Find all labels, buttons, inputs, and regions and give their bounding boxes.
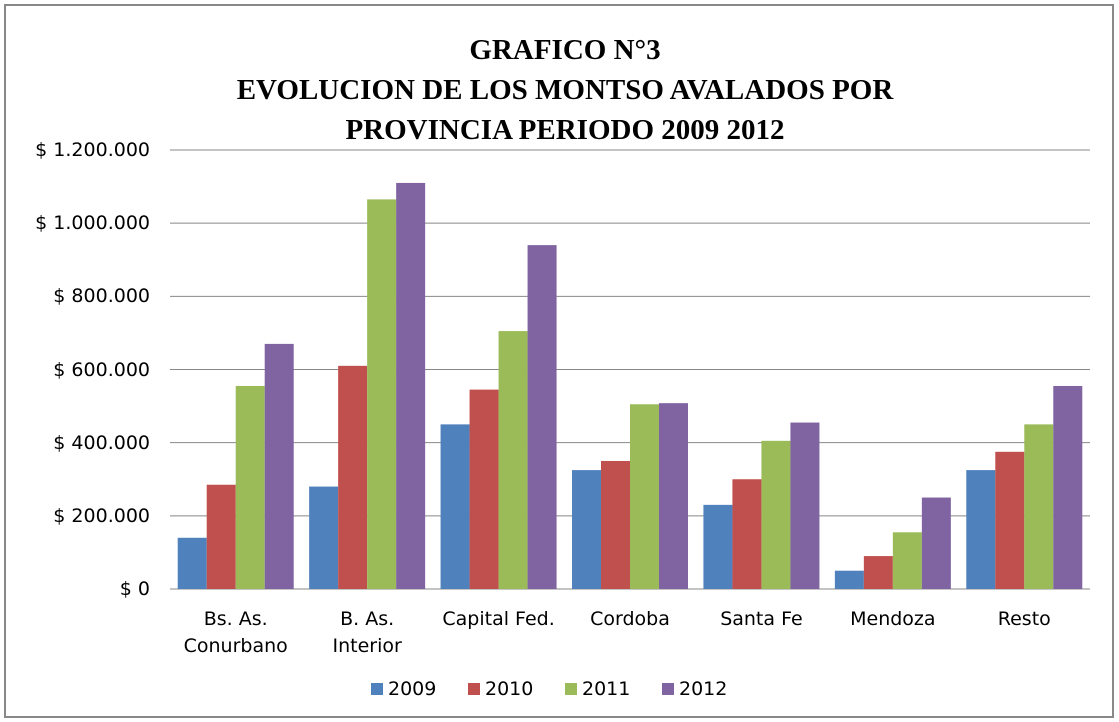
bar — [732, 479, 762, 589]
bar — [834, 570, 864, 589]
bar — [338, 365, 368, 589]
bar — [761, 440, 791, 589]
chart-title: GRAFICO N°3 EVOLUCION DE LOS MONTSO AVAL… — [236, 34, 894, 146]
bar — [498, 331, 528, 589]
legend-label: 2012 — [679, 678, 728, 700]
bar — [309, 486, 339, 589]
bar — [1053, 385, 1083, 589]
legend-swatch — [468, 683, 480, 695]
bar — [995, 451, 1025, 589]
bar — [1024, 424, 1054, 589]
bar — [572, 470, 601, 589]
bar — [206, 484, 236, 589]
legend-swatch — [565, 683, 577, 695]
bar — [630, 404, 659, 589]
bar — [892, 532, 922, 589]
y-tick-label: $ 200.000 — [53, 504, 150, 527]
bar — [367, 199, 397, 589]
legend-label: 2009 — [388, 678, 437, 700]
bar — [235, 385, 265, 589]
x-tick-label: Santa Fe — [720, 608, 803, 630]
x-tick-label: Capital Fed. — [442, 608, 555, 630]
y-tick-label: $ 1.000.000 — [35, 212, 150, 235]
y-tick-label: $ 0 — [119, 578, 150, 600]
bar — [527, 245, 557, 589]
legend-swatch — [371, 683, 383, 695]
bar — [396, 182, 426, 590]
bar — [440, 424, 470, 589]
legend-swatch — [662, 683, 674, 695]
bar — [264, 343, 294, 589]
bar — [921, 497, 951, 589]
bar — [863, 556, 893, 589]
chart-border — [4, 4, 1114, 718]
bar — [177, 537, 207, 589]
x-tick-label: B. As. Interior — [332, 608, 402, 657]
legend-label: 2011 — [582, 678, 631, 700]
bar — [703, 504, 733, 589]
y-tick-label: $ 1.200.000 — [35, 139, 150, 161]
bar — [601, 460, 630, 589]
y-tick-label: $ 600.000 — [53, 358, 150, 381]
y-tick-label: $ 400.000 — [53, 431, 150, 454]
bar — [966, 470, 996, 589]
bar — [659, 403, 688, 589]
bar — [469, 389, 499, 589]
x-tick-label: Bs. As. Conurbano — [183, 608, 288, 657]
x-tick-label: Resto — [997, 608, 1051, 630]
bar — [790, 422, 820, 589]
y-tick-label: $ 800.000 — [53, 285, 150, 308]
legend-label: 2010 — [485, 678, 534, 700]
x-tick-label: Mendoza — [850, 608, 936, 630]
x-tick-label: Cordoba — [590, 608, 670, 630]
